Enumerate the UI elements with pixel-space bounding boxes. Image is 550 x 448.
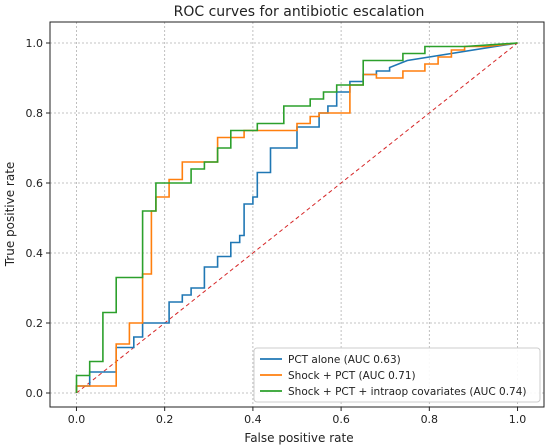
grid — [50, 22, 544, 407]
x-tick-label: 0.4 — [244, 413, 262, 426]
series-layer — [75, 42, 518, 394]
x-axis-label: False positive rate — [244, 431, 353, 445]
y-tick-label: 0.8 — [26, 107, 44, 120]
legend-entry: Shock + PCT (AUC 0.71) — [288, 370, 416, 382]
legend-entry: PCT alone (AUC 0.63) — [288, 354, 401, 366]
x-tick-label: 0.8 — [421, 413, 439, 426]
series-line-0 — [75, 42, 518, 393]
tick-labels: 0.0 0.2 0.4 0.6 0.8 1.0 0.0 0.2 0.4 0.6 0.8 1.0 — [26, 37, 527, 426]
y-tick-label: 1.0 — [26, 37, 44, 50]
plot-frame — [49, 21, 545, 408]
y-tick-label: 0.4 — [26, 247, 44, 260]
series-line-1 — [75, 42, 518, 393]
chance-diagonal-line — [76, 42, 518, 394]
legend: PCT alone (AUC 0.63) Shock + PCT (AUC 0.7… — [253, 347, 541, 403]
y-tick-label: 0.6 — [26, 177, 44, 190]
y-axis-label: True positive rate — [3, 162, 17, 268]
legend-box — [253, 347, 541, 403]
x-tick-label: 0.2 — [156, 413, 174, 426]
x-tick-label: 0.0 — [68, 413, 86, 426]
y-tick-label: 0.0 — [26, 387, 44, 400]
series-line-2 — [75, 42, 518, 393]
x-tick-label: 0.6 — [332, 413, 350, 426]
chart-title: ROC curves for antibiotic escalation — [174, 4, 425, 20]
y-tick-label: 0.2 — [26, 317, 44, 330]
x-tick-label: 1.0 — [509, 413, 527, 426]
legend-entry: Shock + PCT + intraop covariates (AUC 0.… — [288, 386, 527, 398]
